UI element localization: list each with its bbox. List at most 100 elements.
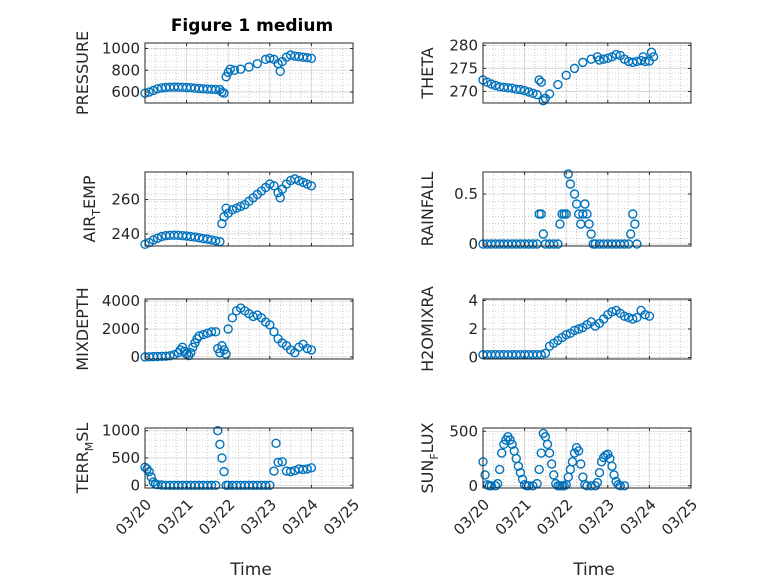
axes-box (482, 427, 692, 489)
data-point (269, 327, 279, 337)
data-point (275, 193, 285, 203)
y-axis-label-main: H2OMIXRA (418, 286, 437, 372)
data-point (221, 349, 231, 359)
data-point (561, 70, 571, 81)
data-point (192, 334, 202, 344)
y-tick-label: 4 (468, 291, 478, 309)
data-point (480, 470, 490, 480)
data-point (565, 464, 576, 475)
axes-box (482, 171, 692, 247)
x-tick-label: 03/23 (237, 496, 280, 539)
data-point (603, 449, 613, 459)
data-point (507, 439, 517, 450)
data-point (586, 229, 596, 239)
data-point (532, 89, 542, 100)
y-tick-label: 600 (111, 83, 140, 101)
x-axis-label-left: Time (229, 560, 272, 580)
data-point (611, 49, 621, 60)
data-point (486, 481, 497, 491)
data-point (252, 59, 263, 69)
data-point (565, 179, 576, 189)
data-point (619, 311, 630, 321)
y-tick-label: 500 (449, 422, 478, 440)
data-point (632, 312, 642, 323)
y-tick-label: 0 (468, 235, 478, 253)
data-point (544, 448, 555, 458)
data-point (582, 209, 592, 219)
data-point (578, 57, 588, 68)
axes-box (144, 171, 354, 247)
data-point (542, 439, 553, 450)
data-point (528, 239, 538, 249)
data-point (576, 459, 586, 469)
data-point (578, 209, 588, 219)
data-point (306, 181, 317, 191)
data-point (619, 239, 630, 249)
x-tick-label: 03/20 (112, 496, 155, 539)
data-point (540, 348, 551, 358)
data-point (607, 461, 617, 471)
y-tick-label: 4000 (102, 292, 140, 310)
data-point (573, 446, 584, 456)
data-point (640, 56, 650, 67)
data-point (515, 84, 526, 95)
data-point (513, 461, 524, 471)
data-point (302, 464, 312, 474)
x-tick-label: 03/21 (154, 496, 197, 539)
x-tick-label: 03/20 (450, 496, 493, 539)
data-point (592, 477, 603, 488)
data-point (211, 84, 221, 95)
data-point (265, 53, 275, 63)
y-axis-label: SUNFLUX (418, 422, 441, 493)
y-axis-label-tail: EMP (80, 175, 99, 209)
data-point (534, 464, 544, 475)
data-point (302, 179, 312, 189)
data-point (580, 199, 590, 209)
y-tick-label: 1000 (102, 39, 140, 57)
data-point (221, 72, 231, 82)
data-point (213, 426, 223, 436)
y-axis-label-main: RAINFALL (418, 172, 437, 247)
y-tick-label: 0 (468, 477, 478, 495)
data-point (227, 313, 238, 323)
data-point (302, 53, 312, 63)
y-axis-label: THETA (418, 47, 437, 99)
data-point (142, 464, 152, 474)
y-tick-label: 260 (111, 191, 140, 209)
y-axis-label-tail: LUX (418, 422, 437, 453)
data-point (625, 229, 636, 239)
data-point (306, 463, 317, 473)
data-point (486, 79, 497, 89)
y-axis-label: H2OMIXRA (418, 286, 437, 372)
data-point (165, 351, 175, 361)
data-point (223, 324, 233, 334)
data-point (569, 189, 580, 199)
y-axis-label-main: THETA (418, 47, 437, 99)
data-point (302, 343, 312, 354)
data-point (265, 179, 275, 189)
data-point (269, 466, 279, 476)
data-point (194, 331, 204, 341)
data-point (290, 174, 300, 184)
data-point (603, 53, 613, 63)
data-point (576, 219, 586, 229)
data-point (598, 54, 609, 64)
data-point (215, 439, 225, 450)
y-axis-label-main: SUN (418, 460, 437, 494)
data-point (524, 87, 534, 97)
data-point (544, 89, 555, 99)
y-axis-label-main: AIR (80, 216, 99, 243)
data-point (271, 438, 281, 448)
data-point (615, 481, 625, 491)
x-tick-label: 03/22 (533, 496, 576, 539)
data-point (285, 466, 296, 477)
y-axis-label: AIRTEMP (80, 175, 103, 242)
data-point (578, 472, 588, 482)
data-point (227, 205, 238, 215)
y-tick-label: 500 (111, 449, 140, 467)
data-point (198, 329, 208, 340)
data-point (221, 203, 231, 213)
data-point (269, 181, 279, 191)
y-tick-label: 270 (449, 82, 478, 100)
